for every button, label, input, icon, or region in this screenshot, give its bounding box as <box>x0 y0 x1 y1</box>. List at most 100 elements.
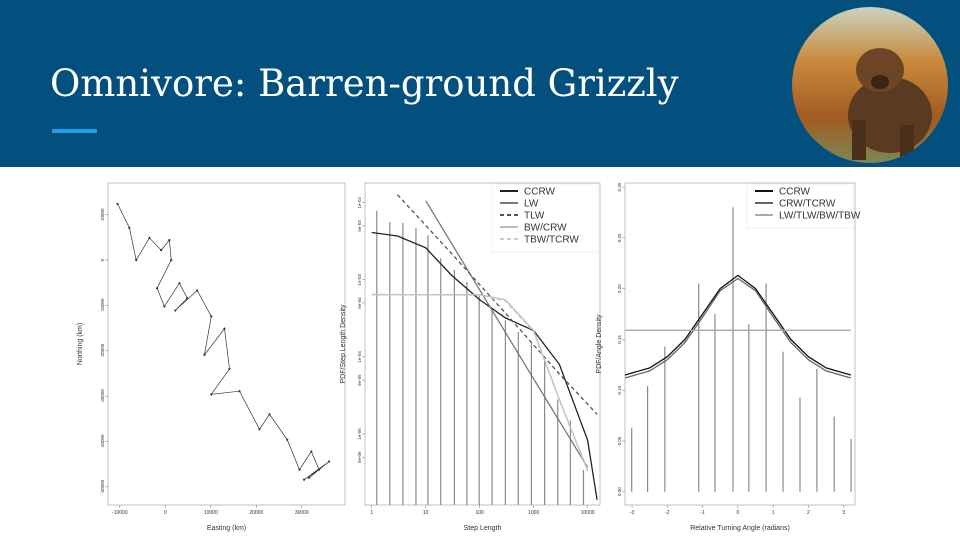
x-tick-label: 0 <box>164 510 167 516</box>
y-tick-label: 1e-03 <box>357 274 362 286</box>
series-line <box>425 200 589 468</box>
point <box>163 305 166 308</box>
x-tick-label: 1000 <box>528 510 539 516</box>
series-line <box>624 274 851 376</box>
point <box>327 460 331 463</box>
point <box>307 476 311 479</box>
series-line <box>117 203 330 480</box>
point <box>238 390 241 393</box>
y-tick-label: -50000 <box>100 479 105 494</box>
x-tick-label: 30000 <box>295 510 309 516</box>
x-axis-label: Step Length <box>464 525 502 532</box>
x-tick-label: 10000 <box>581 510 595 516</box>
point <box>174 309 177 312</box>
point <box>317 468 321 471</box>
y-axis-label: PDF/Angle Density <box>596 314 603 374</box>
x-tick-label: 1 <box>370 510 373 516</box>
x-tick-label: 10 <box>423 510 429 516</box>
point <box>286 438 289 441</box>
x-tick-label: -10000 <box>112 510 128 516</box>
point <box>210 315 213 318</box>
legend-label: BW/CRW <box>524 223 567 234</box>
x-tick-label: 2 <box>807 510 810 516</box>
point <box>186 297 189 300</box>
point <box>228 367 231 371</box>
legend-box <box>491 183 599 253</box>
y-tick-label: 0.10 <box>617 385 622 394</box>
series-line <box>371 231 598 500</box>
x-tick-label: 10000 <box>204 510 218 516</box>
y-tick-label: 1e-04 <box>357 351 362 363</box>
point <box>302 478 306 481</box>
y-axis-label: Northing (km) <box>77 323 84 365</box>
x-tick-label: 20000 <box>249 510 263 516</box>
legend-label: CCRW <box>524 187 555 198</box>
point <box>268 413 271 416</box>
point <box>135 258 138 262</box>
slide-title: Omnivore: Barren-ground Grizzly <box>50 62 679 105</box>
x-tick-label: -3 <box>630 510 635 516</box>
title-accent <box>52 129 97 133</box>
charts: -10000 0 10000 20000 30000-50000-40000-30000… <box>77 182 861 532</box>
legend-label: CCRW <box>779 187 810 198</box>
plot-frame <box>624 182 856 506</box>
y-tick-label: -30000 <box>100 389 105 404</box>
series-line <box>624 277 851 379</box>
y-tick-label: 5e-06 <box>357 451 362 463</box>
point <box>156 287 159 290</box>
y-tick-label: -10000 <box>100 298 105 313</box>
x-tick-label: 100 <box>475 510 484 516</box>
point <box>148 236 151 239</box>
point <box>196 289 199 292</box>
series-line <box>371 293 589 472</box>
y-tick-label: 1e-05 <box>357 428 362 440</box>
x-tick-label: -2 <box>665 510 670 516</box>
bear-photo <box>792 7 948 163</box>
point <box>116 202 119 205</box>
y-tick-label: 10000 <box>100 208 105 221</box>
legend-label: CRW/TCRW <box>779 199 836 210</box>
y-tick-label: -20000 <box>100 343 105 358</box>
y-tick-label: 0.00 <box>617 487 622 496</box>
y-tick-label: 0 <box>100 258 105 261</box>
series-line <box>397 194 598 415</box>
x-tick-label: 3 <box>842 510 845 516</box>
point <box>168 239 171 242</box>
legend-label: TBW/TCRW <box>524 235 579 246</box>
point <box>298 468 301 471</box>
x-tick-label: 0 <box>736 510 739 516</box>
y-tick-label: 0.30 <box>617 182 622 191</box>
x-tick-label: -1 <box>700 510 705 516</box>
y-tick-label: 5e-04 <box>357 297 362 309</box>
point <box>178 282 181 285</box>
point <box>203 353 206 356</box>
x-tick-label: 1 <box>772 510 775 516</box>
legend-label: LW <box>524 199 539 210</box>
y-tick-label: 5e-03 <box>357 220 362 232</box>
point <box>128 226 131 229</box>
y-axis-label: PDF/Step Length Density <box>340 304 347 383</box>
y-tick-label: 5e-05 <box>357 374 362 386</box>
point <box>258 428 261 431</box>
plot-frame <box>364 182 601 506</box>
x-axis-label: Relative Turning Angle (radians) <box>690 525 790 532</box>
y-tick-label: 1e-02 <box>357 196 362 208</box>
point <box>310 450 313 453</box>
legend-label: TLW <box>524 211 545 222</box>
point <box>210 393 213 396</box>
y-tick-label: -40000 <box>100 434 105 449</box>
y-tick-label: 0.25 <box>617 233 622 242</box>
point <box>170 258 173 262</box>
point <box>223 327 226 330</box>
y-tick-label: 0.15 <box>617 335 622 344</box>
y-tick-label: 0.05 <box>617 436 622 445</box>
plot-frame <box>107 182 346 506</box>
y-tick-label: 0.20 <box>617 284 622 293</box>
x-axis-label: Easting (km) <box>207 525 246 532</box>
legend-label: LW/TLW/BW/TBW <box>779 211 861 222</box>
point <box>160 249 163 252</box>
